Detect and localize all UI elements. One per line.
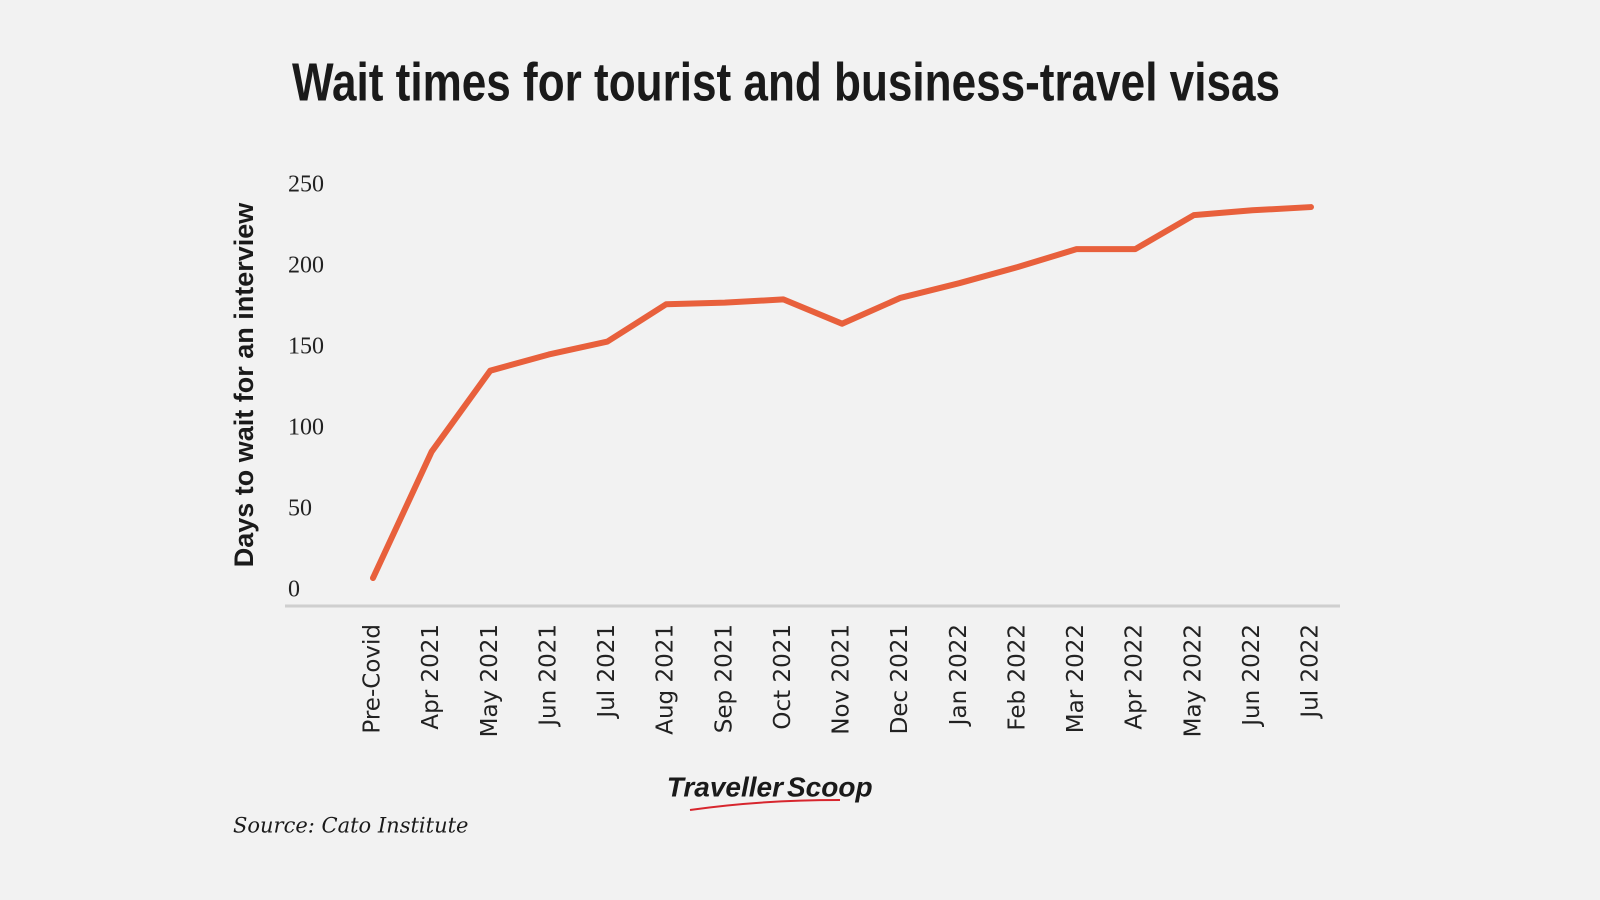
y-tick-label: 150 (288, 334, 324, 360)
x-tick-label: Jan 2022 (946, 624, 972, 727)
y-tick-label: 0 (288, 577, 300, 603)
y-tick-label: 50 (288, 496, 312, 522)
x-tick-label: Feb 2022 (1004, 624, 1030, 731)
x-tick-label: Apr 2021 (418, 624, 444, 730)
y-axis-label: Days to wait for an interview (229, 202, 259, 568)
x-tick-label: Aug 2021 (653, 624, 679, 735)
logo-text: Traveller (667, 771, 785, 802)
data-line (370, 204, 1314, 582)
x-tick-label: May 2022 (1180, 624, 1206, 737)
chart-title: Wait times for tourist and business-trav… (292, 52, 1280, 112)
x-tick-label: Pre-Covid (360, 624, 386, 734)
x-tick-label: Apr 2022 (1122, 624, 1148, 730)
y-tick-label: 250 (288, 172, 324, 198)
logo: Traveller Scoop (667, 771, 873, 811)
y-tick-label: 100 (288, 415, 324, 441)
x-tick-label: Oct 2021 (770, 624, 796, 730)
logo-text: Scoop (787, 771, 873, 802)
x-tick-label: Jul 2022 (1298, 624, 1324, 720)
x-tick-label: Jun 2022 (1239, 624, 1265, 728)
x-tick-label: Jul 2021 (594, 624, 620, 720)
logo-swoosh (689, 799, 841, 811)
x-tick-label: May 2021 (477, 624, 503, 737)
x-tick-label: Nov 2021 (829, 624, 855, 735)
y-tick-label: 200 (288, 253, 324, 279)
x-tick-label: Mar 2022 (1063, 624, 1089, 733)
x-tick-label: Jun 2021 (535, 624, 561, 728)
x-tick-label: Dec 2021 (887, 624, 913, 734)
source-note: Source: Cato Institute (233, 814, 468, 838)
x-tick-label: Sep 2021 (711, 624, 737, 733)
